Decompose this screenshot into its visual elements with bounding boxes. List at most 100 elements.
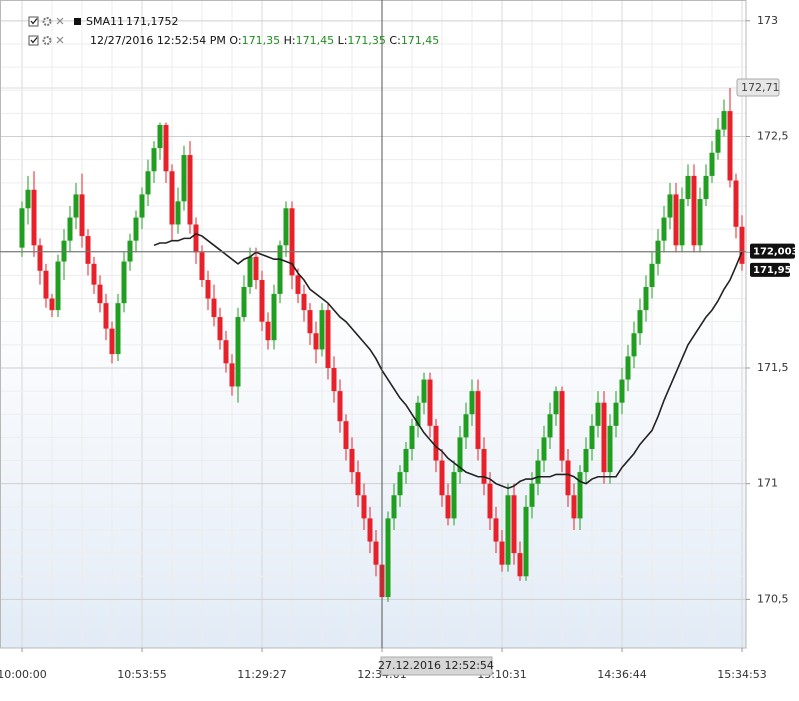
candle-body <box>133 217 139 241</box>
candle-body <box>619 379 625 403</box>
candle-body <box>205 280 211 299</box>
ohlc-key: C: <box>389 34 400 47</box>
candle-body <box>439 460 445 496</box>
checkbox[interactable] <box>28 35 39 46</box>
candle-body <box>673 194 679 246</box>
y-tick-label: 172,5 <box>757 130 789 143</box>
close-icon[interactable] <box>56 17 64 25</box>
candle-body <box>85 236 91 264</box>
candle-body <box>343 421 349 449</box>
sma-line <box>153 232 743 490</box>
candle-body <box>661 217 667 241</box>
candle-body <box>643 286 649 311</box>
candle-body <box>457 437 463 473</box>
x-tick-label: 11:29:27 <box>237 668 286 681</box>
candle-body <box>469 391 475 415</box>
candle-body <box>481 448 487 484</box>
candle-body <box>121 261 127 304</box>
candle-body <box>499 541 505 565</box>
settings-icon[interactable] <box>42 36 52 45</box>
candle-body <box>367 518 373 542</box>
candle-body <box>373 541 379 565</box>
candle-body <box>277 245 283 294</box>
crosshair-x-box <box>380 656 493 676</box>
y-tick-label: 171 <box>757 477 778 490</box>
candle-body <box>601 402 607 473</box>
candle-body <box>625 356 631 380</box>
candle-body <box>541 437 547 461</box>
candle-body <box>475 391 481 449</box>
candle-body <box>325 310 331 368</box>
candle-body <box>553 391 559 415</box>
candle-body <box>607 425 613 473</box>
candle-body <box>37 245 43 271</box>
candle-body <box>211 298 217 318</box>
candle-body <box>637 310 643 334</box>
candle-body <box>31 189 37 246</box>
candle-body <box>385 518 391 598</box>
ohlc-key: O: <box>229 34 241 47</box>
ohlc-value: 171,45 <box>296 34 335 47</box>
candle-body <box>463 414 469 438</box>
candle-body <box>163 124 169 172</box>
ohlc-value: 171,35 <box>242 34 281 47</box>
candle-body <box>721 111 727 130</box>
candle-body <box>397 472 403 496</box>
x-tick-label: 14:36:44 <box>597 668 646 681</box>
candle-body <box>589 425 595 449</box>
ohlc-legend: 12/27/2016 12:52:54 PM O:171,35 H:171,45… <box>90 34 439 47</box>
candle-body <box>403 448 409 473</box>
candle-body <box>91 263 97 285</box>
candle-body <box>313 333 319 350</box>
candle-body <box>337 391 343 422</box>
checkbox[interactable] <box>28 16 39 27</box>
candle-body <box>115 303 121 355</box>
x-tick-label: 10:00:00 <box>0 668 47 681</box>
ohlc-datetime: 12/27/2016 12:52:54 PM <box>90 34 226 47</box>
candle-body <box>55 261 61 311</box>
candle-body <box>391 495 397 519</box>
candle-body <box>181 155 187 202</box>
candle-body <box>355 472 361 496</box>
price-label: 172,71 <box>741 81 780 94</box>
candle-body <box>307 310 313 334</box>
ohlc-key: H: <box>284 34 296 47</box>
candle-body <box>97 284 103 304</box>
candle-body <box>271 293 277 341</box>
candle-body <box>715 129 721 153</box>
candle-body <box>73 194 79 218</box>
candle-body <box>415 402 421 426</box>
legend: SMA11 171,1752 12/27/2016 12:52:54 PM O:… <box>28 15 439 47</box>
candle-body <box>703 175 709 200</box>
check <box>30 37 38 44</box>
ohlc-value: 171,45 <box>401 34 440 47</box>
plot-border <box>0 0 747 649</box>
candle-body <box>451 472 457 519</box>
candle-body <box>433 425 439 461</box>
candle-body <box>613 402 619 426</box>
candle-body <box>229 363 235 387</box>
candle-body <box>169 171 175 225</box>
candle-body <box>253 256 259 281</box>
candle-body <box>49 298 55 311</box>
x-tick-label: 15:34:53 <box>717 668 766 681</box>
candle-body <box>19 208 25 248</box>
candle-body <box>349 448 355 473</box>
candle-body <box>109 328 115 355</box>
candle-body <box>631 333 637 357</box>
candle-body <box>655 240 661 264</box>
legend-series-value: 171,1752 <box>126 15 179 28</box>
candle-body <box>565 460 571 496</box>
candle-body <box>235 317 241 387</box>
candle-body <box>301 293 307 311</box>
settings-icon[interactable] <box>42 17 52 26</box>
ohlc-key: L: <box>338 34 348 47</box>
candle-body <box>709 152 715 176</box>
candle-body <box>445 495 451 519</box>
y-tick-label: 173 <box>757 14 778 27</box>
candle-body <box>667 194 673 218</box>
candle-body <box>679 199 685 246</box>
crosshair-x-label: 27.12.2016 12:52:54 <box>378 659 494 672</box>
close-icon[interactable] <box>56 36 64 44</box>
candle-body <box>595 402 601 426</box>
